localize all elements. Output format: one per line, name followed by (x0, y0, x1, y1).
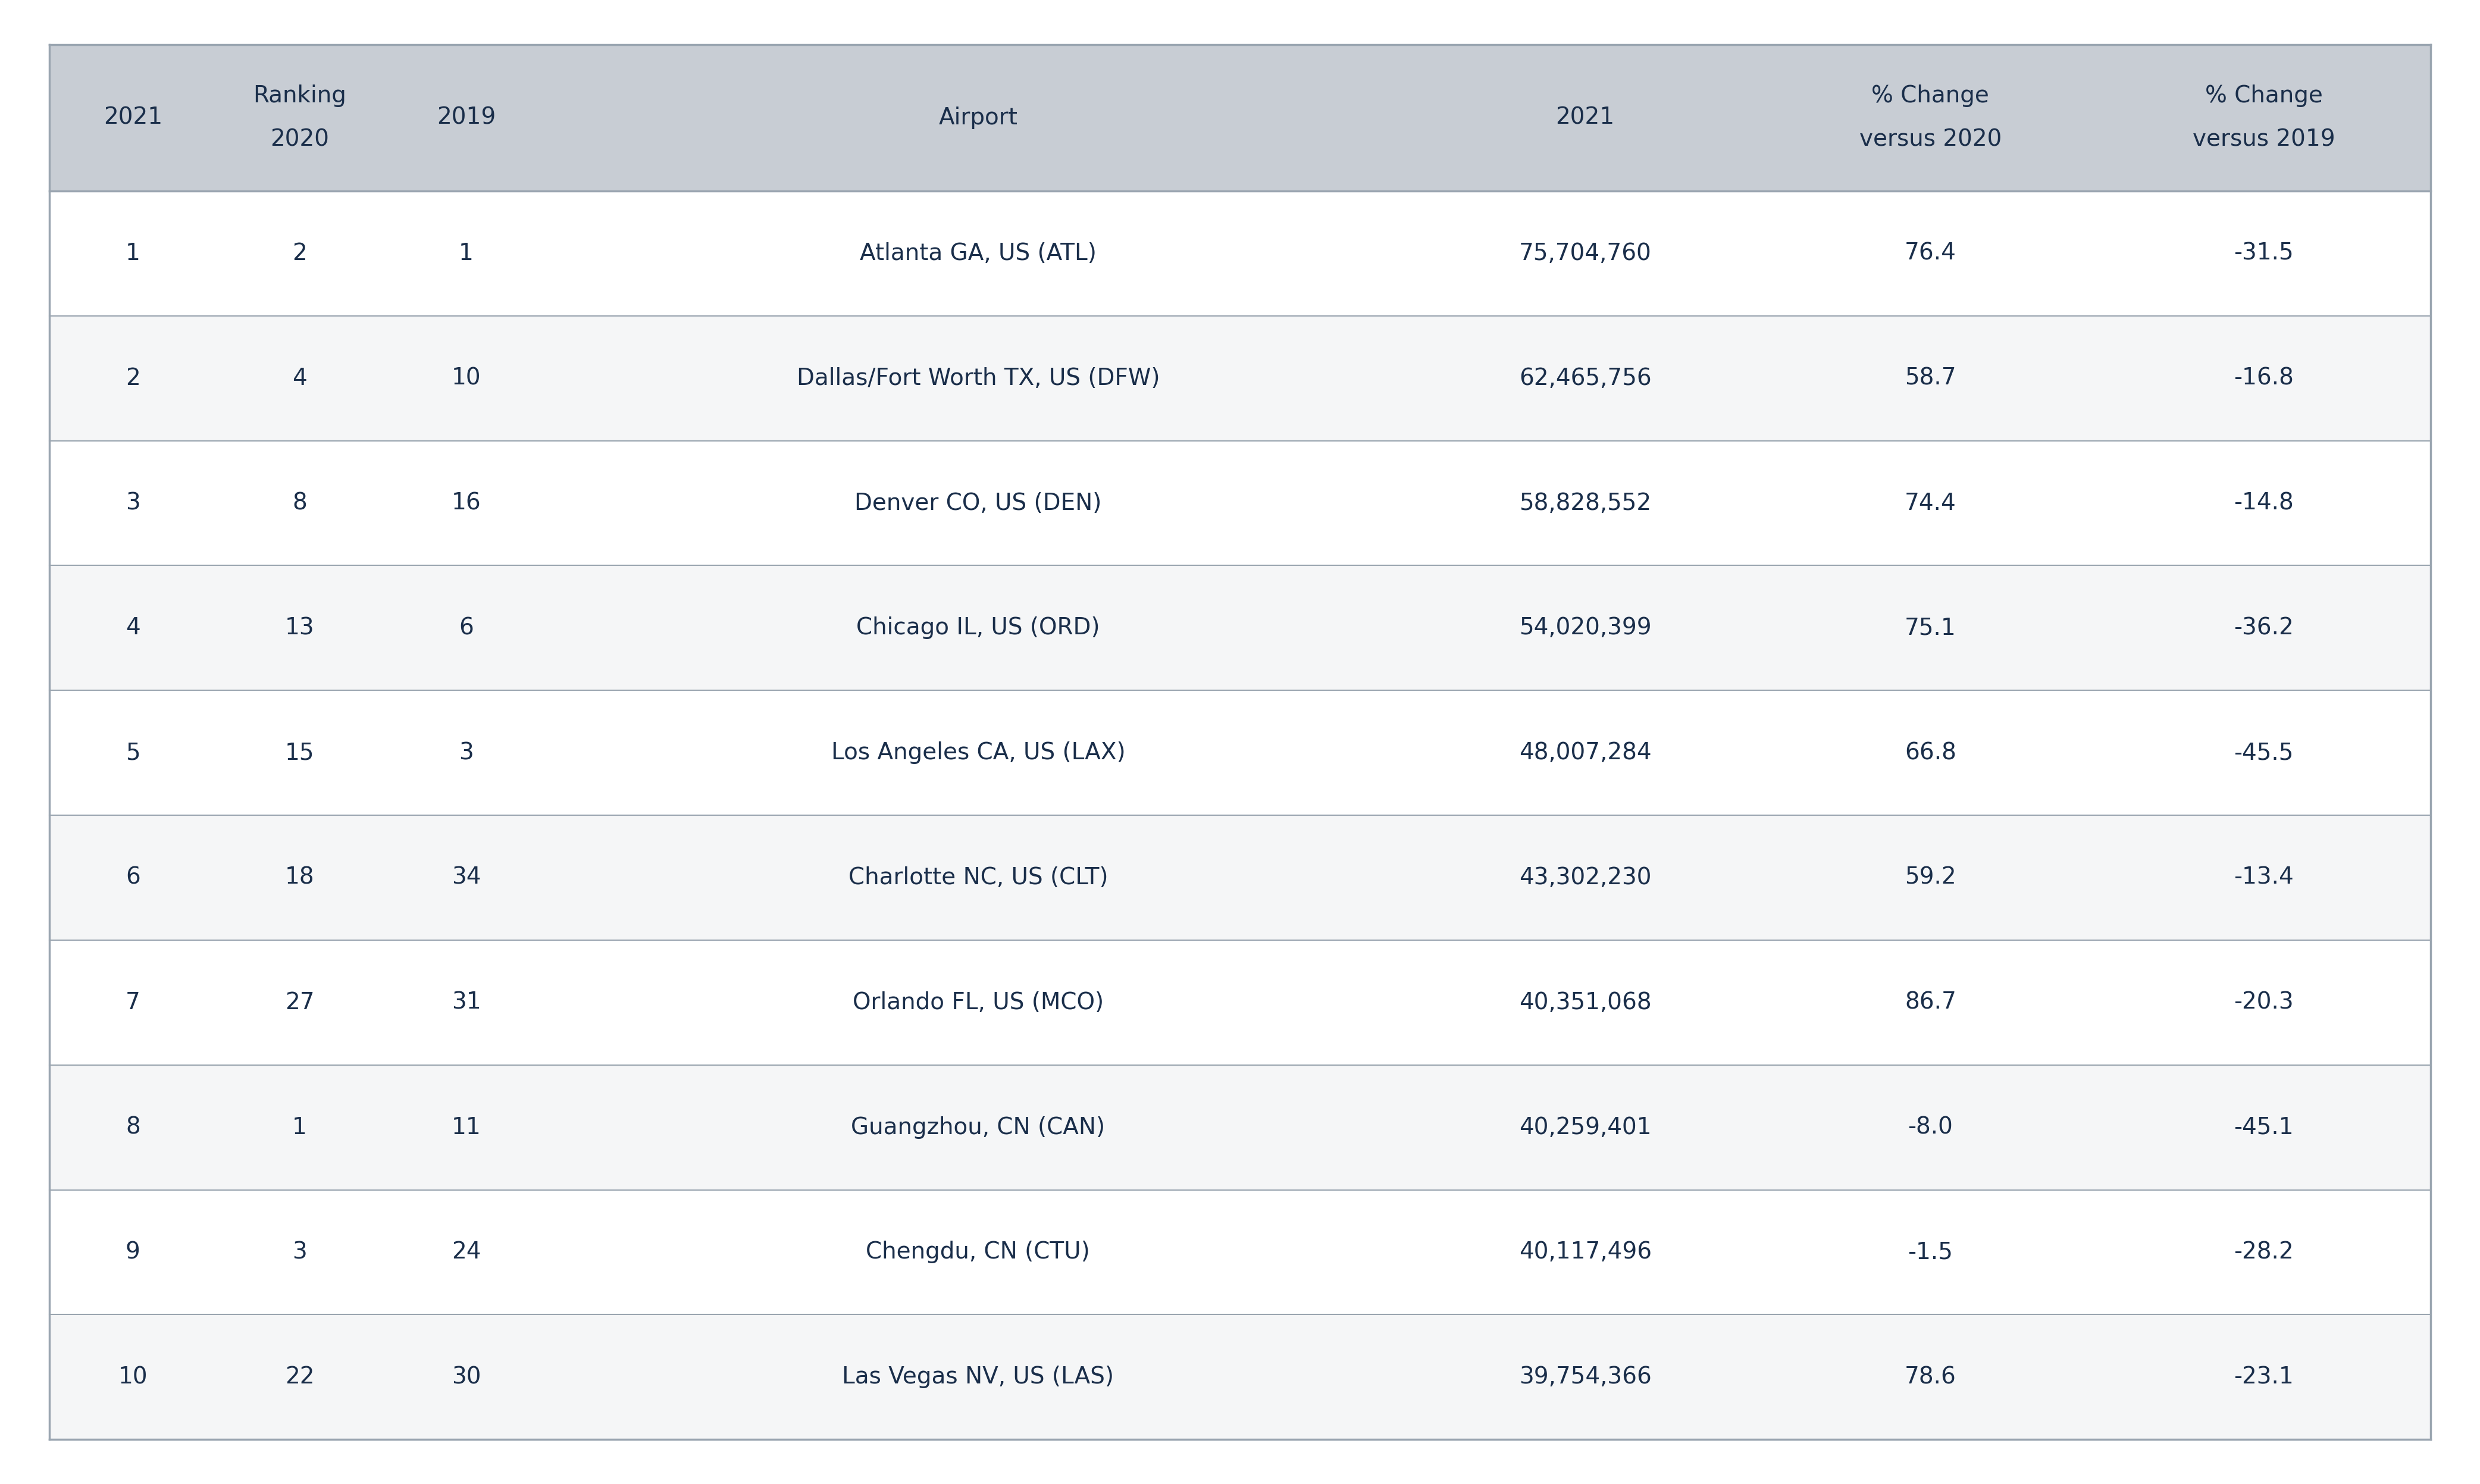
Bar (50, 316, 2430, 441)
Text: 75.1: 75.1 (1905, 617, 1957, 640)
Text: 24: 24 (451, 1241, 481, 1263)
Text: 11: 11 (451, 1116, 481, 1138)
Text: 4: 4 (293, 367, 308, 390)
Text: 6: 6 (126, 867, 141, 889)
Text: 10: 10 (119, 1365, 149, 1389)
Text: 58.7: 58.7 (1905, 367, 1957, 390)
Text: 10: 10 (451, 367, 481, 390)
Text: 76.4: 76.4 (1905, 242, 1957, 264)
Text: 62,465,756: 62,465,756 (1518, 367, 1652, 390)
Text: Los Angeles CA, US (LAX): Los Angeles CA, US (LAX) (831, 742, 1126, 764)
Text: Denver CO, US (DEN): Denver CO, US (DEN) (856, 491, 1101, 515)
Bar (50, 815, 2430, 939)
Text: 13: 13 (285, 617, 315, 640)
Text: 7: 7 (126, 991, 141, 1014)
Text: 2020: 2020 (270, 129, 330, 151)
Text: Ranking: Ranking (253, 85, 347, 107)
Text: Airport: Airport (937, 107, 1017, 129)
Text: 31: 31 (451, 991, 481, 1014)
Text: Chengdu, CN (CTU): Chengdu, CN (CTU) (866, 1241, 1091, 1263)
Text: 40,117,496: 40,117,496 (1518, 1241, 1652, 1263)
Text: 54,020,399: 54,020,399 (1518, 617, 1652, 640)
Text: -28.2: -28.2 (2234, 1241, 2294, 1263)
Text: 1: 1 (126, 242, 141, 264)
Bar (50, 939, 2430, 1066)
Text: -45.1: -45.1 (2234, 1116, 2294, 1138)
Text: -8.0: -8.0 (1907, 1116, 1954, 1138)
Text: -31.5: -31.5 (2234, 242, 2294, 264)
Text: 27: 27 (285, 991, 315, 1014)
Text: % Change: % Change (1872, 85, 1989, 107)
Text: 66.8: 66.8 (1905, 742, 1957, 764)
Text: Orlando FL, US (MCO): Orlando FL, US (MCO) (853, 991, 1104, 1014)
Text: -13.4: -13.4 (2234, 867, 2294, 889)
Text: 2: 2 (126, 367, 141, 390)
Text: 2: 2 (293, 242, 308, 264)
Bar (50, 565, 2430, 690)
Text: 78.6: 78.6 (1905, 1365, 1957, 1389)
Text: -36.2: -36.2 (2234, 617, 2294, 640)
Text: 15: 15 (285, 742, 315, 764)
Text: Guangzhou, CN (CAN): Guangzhou, CN (CAN) (851, 1116, 1106, 1138)
Text: Dallas/Fort Worth TX, US (DFW): Dallas/Fort Worth TX, US (DFW) (796, 367, 1161, 390)
Text: -16.8: -16.8 (2234, 367, 2294, 390)
Text: 8: 8 (293, 491, 308, 515)
Bar (50, 1190, 2430, 1315)
Text: 39,754,366: 39,754,366 (1518, 1365, 1652, 1389)
Bar (50, 690, 2430, 815)
Text: -1.5: -1.5 (1907, 1241, 1954, 1263)
Bar (50, 45, 2430, 191)
Text: 48,007,284: 48,007,284 (1518, 742, 1652, 764)
Text: 40,351,068: 40,351,068 (1518, 991, 1652, 1014)
Text: 1: 1 (293, 1116, 308, 1138)
Text: -14.8: -14.8 (2234, 491, 2294, 515)
Text: Charlotte NC, US (CLT): Charlotte NC, US (CLT) (848, 867, 1109, 889)
Text: 75,704,760: 75,704,760 (1518, 242, 1652, 264)
Text: % Change: % Change (2205, 85, 2324, 107)
Text: 59.2: 59.2 (1905, 867, 1957, 889)
Text: 6: 6 (459, 617, 474, 640)
Text: 8: 8 (126, 1116, 141, 1138)
Text: 9: 9 (126, 1241, 141, 1263)
Text: versus 2020: versus 2020 (1860, 129, 2001, 151)
Text: Las Vegas NV, US (LAS): Las Vegas NV, US (LAS) (843, 1365, 1114, 1389)
Text: 2019: 2019 (436, 107, 496, 129)
Text: Atlanta GA, US (ATL): Atlanta GA, US (ATL) (861, 242, 1096, 264)
Text: 74.4: 74.4 (1905, 491, 1957, 515)
Text: 40,259,401: 40,259,401 (1518, 1116, 1652, 1138)
Text: 3: 3 (459, 742, 474, 764)
Text: 86.7: 86.7 (1905, 991, 1957, 1014)
Text: 30: 30 (451, 1365, 481, 1389)
Text: 34: 34 (451, 867, 481, 889)
Text: 2021: 2021 (1555, 107, 1614, 129)
Text: -23.1: -23.1 (2234, 1365, 2294, 1389)
Text: 4: 4 (126, 617, 141, 640)
Text: 5: 5 (126, 742, 141, 764)
Text: 58,828,552: 58,828,552 (1520, 491, 1652, 515)
Text: 22: 22 (285, 1365, 315, 1389)
Text: 3: 3 (293, 1241, 308, 1263)
Text: 18: 18 (285, 867, 315, 889)
Text: 2021: 2021 (104, 107, 161, 129)
Bar (50, 1315, 2430, 1439)
Text: 16: 16 (451, 491, 481, 515)
Text: -45.5: -45.5 (2234, 742, 2294, 764)
Text: 1: 1 (459, 242, 474, 264)
Text: Chicago IL, US (ORD): Chicago IL, US (ORD) (856, 617, 1101, 640)
Text: 3: 3 (126, 491, 141, 515)
Bar (50, 441, 2430, 565)
Text: -20.3: -20.3 (2234, 991, 2294, 1014)
Bar (50, 191, 2430, 316)
Text: versus 2019: versus 2019 (2192, 129, 2336, 151)
Text: 43,302,230: 43,302,230 (1520, 867, 1652, 889)
Bar (50, 1066, 2430, 1190)
